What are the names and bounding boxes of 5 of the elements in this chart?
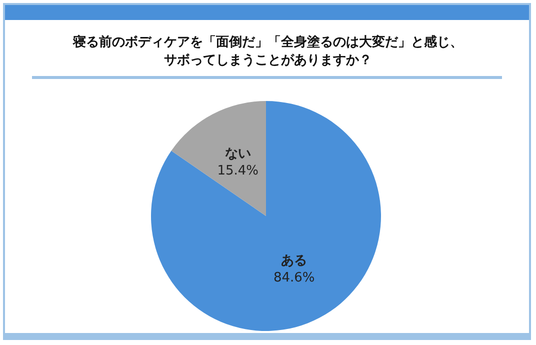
chart-title: 寝る前のボディケアを「面倒だ」「全身塗るのは大変だ」と感じ、サボってしまうことがありますか？ <box>72 34 464 70</box>
data-label: 15.4% <box>217 163 259 178</box>
slice-label: ない <box>224 146 251 162</box>
data-label: 84.6% <box>273 270 315 286</box>
slice-label: ある <box>281 254 308 269</box>
